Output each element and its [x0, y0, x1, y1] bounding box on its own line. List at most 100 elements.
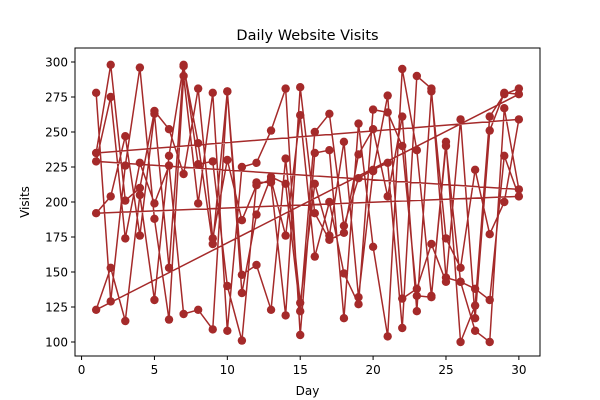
data-point: [500, 197, 509, 207]
data-point: [150, 214, 159, 223]
data-point: [339, 221, 349, 230]
data-point: [296, 111, 305, 120]
data-point: [164, 315, 174, 324]
data-point: [456, 115, 465, 124]
data-point: [441, 137, 451, 146]
data-point: [193, 160, 203, 169]
data-point: [252, 260, 261, 270]
data-point: [485, 126, 494, 135]
data-point: [368, 125, 378, 134]
data-point: [412, 71, 422, 81]
data-point: [252, 210, 261, 219]
data-point: [310, 209, 319, 218]
data-point: [398, 294, 407, 303]
data-point: [135, 231, 145, 240]
data-point: [252, 158, 261, 167]
data-point: [266, 305, 276, 314]
data-point: [223, 326, 232, 335]
data-point: [237, 288, 247, 298]
data-point: [485, 295, 494, 305]
data-point: [456, 277, 465, 286]
data-point: [193, 199, 203, 208]
y-axis-ticks: 100 125 150 175 200 225 250 275 300: [45, 55, 75, 349]
y-tick-label: 175: [45, 230, 68, 244]
data-point: [121, 234, 130, 243]
data-point: [281, 231, 290, 240]
data-point: [354, 293, 363, 302]
data-point: [383, 192, 392, 201]
data-point: [281, 179, 290, 188]
data-point: [266, 175, 276, 184]
y-tick-label: 150: [45, 265, 68, 279]
data-point: [179, 60, 188, 69]
y-tick-label: 275: [45, 90, 68, 104]
data-point: [296, 307, 305, 316]
plot-area: [91, 60, 524, 347]
x-axis-label: Day: [296, 384, 320, 398]
data-point: [91, 305, 101, 314]
data-point: [164, 263, 174, 272]
data-point: [179, 309, 188, 319]
data-point: [106, 92, 115, 102]
y-tick-label: 225: [45, 160, 68, 174]
data-point: [485, 230, 494, 239]
x-tick-label: 30: [511, 363, 526, 377]
x-tick-label: 20: [365, 363, 380, 377]
data-point: [135, 190, 145, 200]
y-tick-label: 100: [45, 335, 68, 349]
data-point: [150, 295, 159, 305]
x-tick-label: 5: [151, 363, 159, 377]
data-point: [193, 305, 203, 314]
data-point: [91, 157, 101, 166]
data-point: [237, 270, 247, 279]
data-point: [325, 235, 334, 244]
data-point: [281, 311, 290, 320]
data-point: [412, 291, 422, 300]
data-point: [325, 197, 334, 207]
data-point: [179, 71, 188, 81]
data-point: [441, 234, 451, 243]
data-point: [354, 119, 363, 128]
x-tick-label: 15: [293, 363, 308, 377]
data-point: [500, 151, 509, 160]
y-tick-label: 300: [45, 55, 68, 69]
data-point: [485, 337, 494, 347]
data-point: [514, 185, 524, 194]
axes-frame: [74, 47, 541, 357]
data-point: [412, 307, 422, 316]
data-point: [296, 298, 305, 307]
data-point: [150, 106, 159, 116]
data-point: [470, 314, 480, 323]
data-point: [310, 252, 319, 261]
data-point: [514, 84, 524, 93]
data-point: [208, 157, 217, 166]
data-point: [179, 169, 188, 179]
data-point: [354, 174, 363, 183]
data-point: [339, 137, 349, 146]
data-point: [150, 199, 159, 208]
y-tick-label: 200: [45, 195, 68, 209]
data-point: [266, 126, 276, 135]
data-point: [310, 127, 319, 137]
data-point: [193, 139, 203, 148]
data-point: [164, 125, 174, 134]
data-point: [470, 301, 480, 310]
data-point: [91, 209, 101, 218]
data-point: [121, 132, 130, 141]
data-point: [208, 325, 217, 334]
data-point: [383, 158, 392, 167]
data-point: [398, 64, 407, 74]
data-point: [368, 242, 378, 251]
x-axis-ticks: 0 5 10 15 20 25 30: [78, 356, 527, 377]
data-point: [470, 326, 480, 335]
data-point: [383, 108, 392, 117]
data-point: [208, 88, 217, 98]
data-point: [354, 300, 363, 309]
data-point: [281, 84, 290, 93]
data-point: [296, 330, 305, 340]
data-point: [91, 148, 101, 158]
data-point: [398, 141, 407, 151]
data-point: [121, 161, 130, 170]
y-tick-label: 250: [45, 125, 68, 139]
